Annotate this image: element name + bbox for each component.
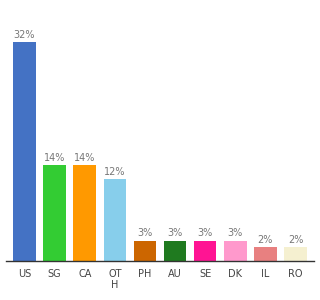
Bar xyxy=(224,241,247,261)
Bar xyxy=(134,241,156,261)
Text: 14%: 14% xyxy=(44,153,65,163)
Text: 2%: 2% xyxy=(258,235,273,245)
Bar xyxy=(73,165,96,261)
Text: 3%: 3% xyxy=(228,229,243,238)
Text: 32%: 32% xyxy=(14,30,35,40)
Text: 3%: 3% xyxy=(137,229,153,238)
Bar xyxy=(43,165,66,261)
Text: 14%: 14% xyxy=(74,153,95,163)
Bar xyxy=(194,241,216,261)
Bar xyxy=(104,179,126,261)
Bar xyxy=(284,247,307,261)
Text: 3%: 3% xyxy=(197,229,213,238)
Bar xyxy=(254,247,277,261)
Bar xyxy=(164,241,186,261)
Text: 2%: 2% xyxy=(288,235,303,245)
Text: 3%: 3% xyxy=(167,229,183,238)
Text: 12%: 12% xyxy=(104,167,125,177)
Bar xyxy=(13,42,36,261)
